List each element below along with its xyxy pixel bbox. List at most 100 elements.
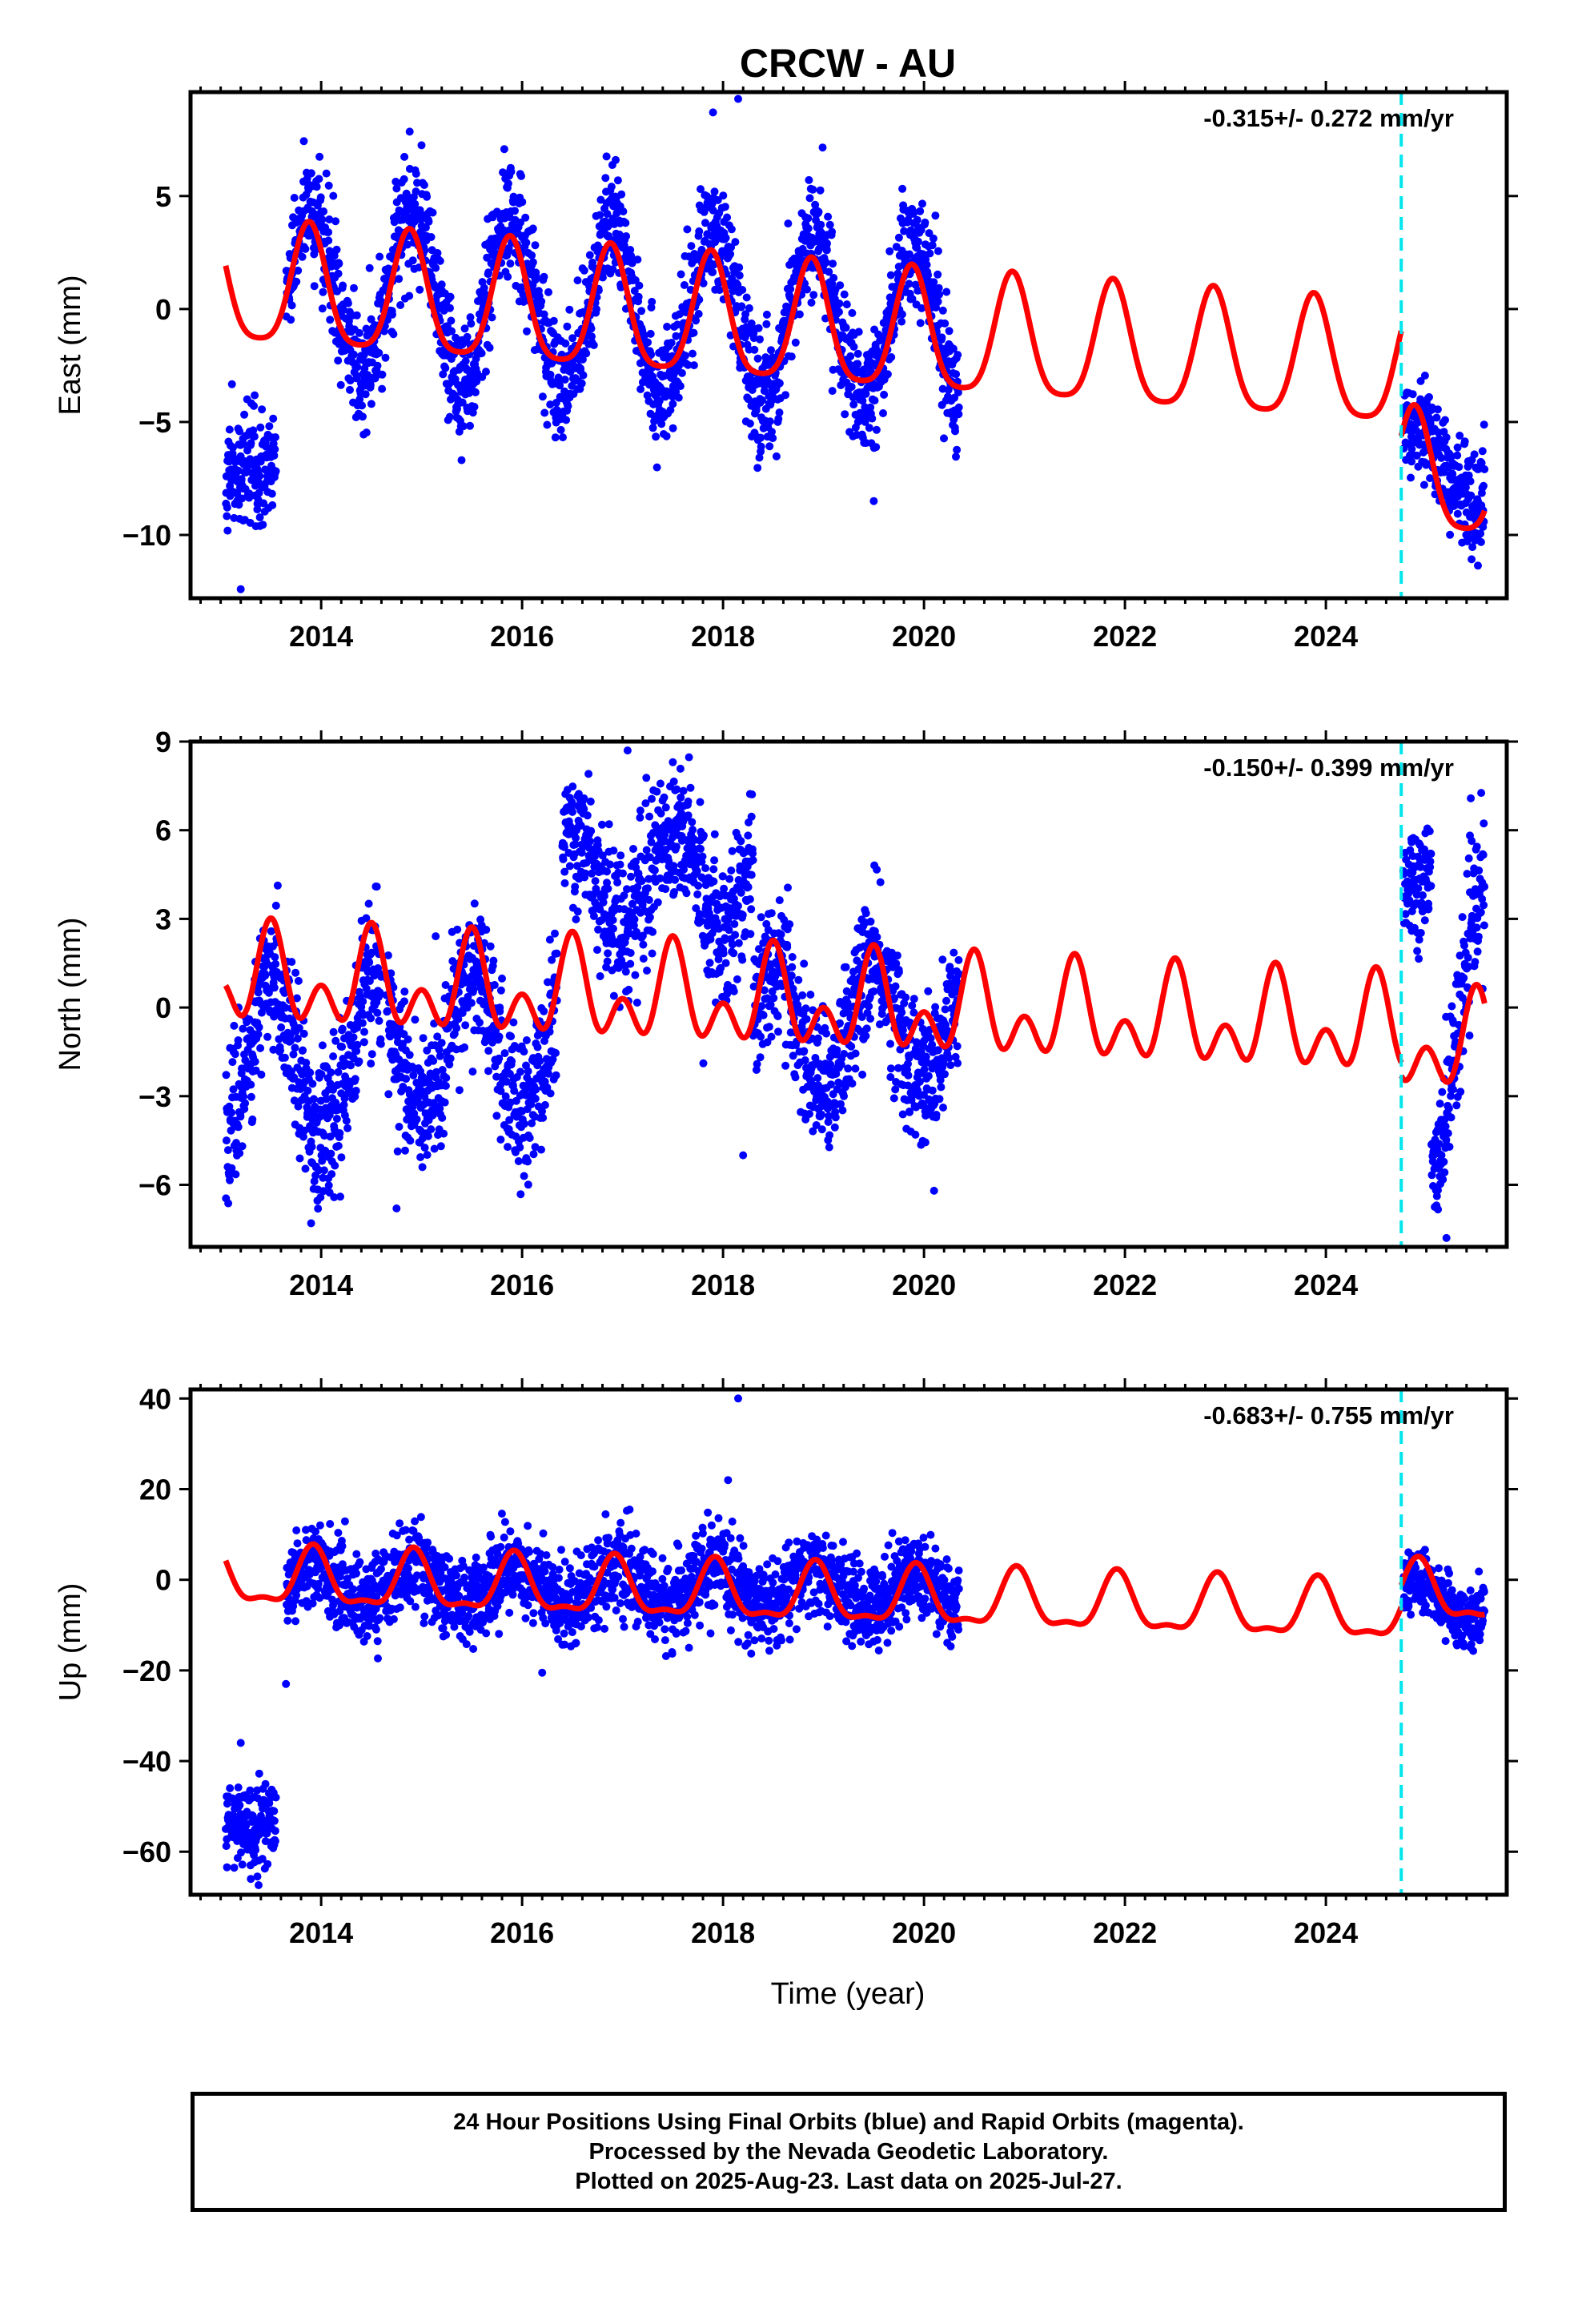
data-point (942, 287, 951, 296)
data-point (800, 1047, 809, 1055)
data-point (905, 279, 913, 288)
data-point (222, 1136, 231, 1145)
data-point (830, 1123, 839, 1132)
data-point (737, 837, 745, 846)
data-point (495, 1032, 504, 1041)
data-point (620, 891, 628, 900)
data-point (270, 983, 279, 992)
data-point (629, 921, 638, 930)
data-point (500, 145, 508, 154)
data-point (909, 995, 918, 1003)
data-point (223, 526, 232, 535)
data-point (299, 137, 308, 146)
data-point (436, 1051, 444, 1060)
data-point (669, 777, 678, 786)
data-point (227, 380, 236, 388)
data-point (350, 283, 358, 292)
data-point (934, 247, 942, 255)
data-point (1480, 481, 1488, 490)
data-point (693, 890, 702, 899)
data-point (880, 1000, 889, 1009)
data-point (833, 1046, 841, 1055)
data-point (222, 1071, 231, 1080)
data-point (395, 275, 404, 283)
data-point (445, 1060, 454, 1069)
data-point (738, 911, 747, 919)
data-point (552, 398, 560, 407)
data-point (310, 282, 319, 291)
data-point (376, 1039, 385, 1048)
data-point (677, 368, 686, 377)
data-point (506, 259, 515, 268)
data-point (872, 425, 881, 434)
data-point (532, 272, 540, 281)
data-point (1476, 529, 1485, 538)
data-point (719, 949, 728, 958)
data-point (709, 267, 717, 276)
data-point (720, 884, 729, 893)
data-point (438, 1066, 447, 1074)
data-point (841, 963, 850, 971)
data-point (931, 211, 940, 220)
data-point (367, 1050, 376, 1059)
data-point (742, 293, 751, 302)
x-tick-label: 2018 (691, 620, 755, 653)
data-point (1416, 376, 1425, 385)
data-point (900, 227, 909, 235)
data-point (454, 1015, 463, 1023)
data-point (359, 1038, 368, 1047)
data-point (682, 889, 691, 898)
data-point (339, 1100, 348, 1109)
data-point (747, 905, 756, 914)
data-point (777, 930, 785, 939)
data-point (227, 1108, 236, 1117)
data-point (905, 1108, 914, 1116)
data-point (271, 959, 280, 968)
data-point (656, 809, 665, 818)
data-point (695, 227, 704, 235)
data-point (528, 251, 536, 259)
data-point (367, 1059, 375, 1068)
data-point (439, 370, 448, 379)
data-point (698, 852, 707, 861)
data-point (644, 884, 652, 893)
data-point (858, 396, 867, 405)
data-point (521, 213, 530, 222)
data-point (375, 348, 383, 357)
data-point (935, 290, 944, 299)
data-point (554, 374, 563, 383)
data-point (571, 883, 580, 891)
data-point (322, 1095, 331, 1104)
data-point (886, 271, 895, 279)
data-point (346, 385, 354, 394)
data-point (329, 191, 338, 200)
data-point (523, 327, 531, 336)
data-point (938, 333, 946, 342)
data-point (228, 1058, 237, 1067)
data-point (789, 1051, 797, 1060)
data-point (633, 883, 642, 891)
data-point (227, 1164, 236, 1172)
data-point (837, 1100, 845, 1108)
data-point (325, 215, 334, 223)
data-point (358, 1019, 367, 1027)
data-point (429, 1056, 438, 1065)
data-point (572, 915, 580, 923)
data-point (667, 339, 676, 347)
data-point (662, 432, 671, 440)
data-point (365, 263, 374, 272)
data-point (391, 177, 400, 186)
data-point (231, 1050, 239, 1059)
data-point (831, 1113, 840, 1122)
data-point (717, 963, 725, 972)
data-point (426, 1069, 435, 1078)
data-point (807, 298, 816, 307)
data-point (549, 316, 558, 325)
data-point (467, 999, 476, 1007)
data-point (916, 319, 925, 328)
data-point (853, 349, 862, 358)
data-point (753, 354, 762, 363)
data-point (677, 809, 685, 818)
data-point (624, 985, 633, 994)
data-point (897, 310, 906, 319)
